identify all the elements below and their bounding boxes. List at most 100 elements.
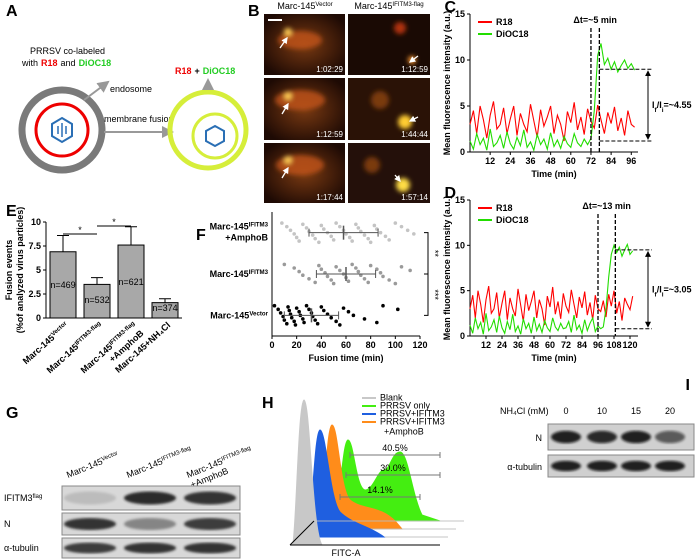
x-tick-label: 120 — [622, 340, 637, 350]
row-label: Marc-145Vector — [210, 310, 268, 321]
point — [362, 317, 367, 321]
row-label: α-tubulin — [507, 462, 542, 472]
timestamp: 1:02:29 — [316, 65, 343, 74]
series-line — [469, 43, 636, 153]
point — [338, 224, 342, 229]
gate — [345, 472, 441, 478]
point — [387, 278, 391, 282]
point — [354, 222, 358, 227]
row-label-line2: +AmphoB — [225, 232, 268, 242]
concentration: 15 — [631, 406, 641, 416]
point — [285, 321, 289, 326]
row-label-sup: flag — [33, 493, 43, 500]
panel-label: B — [248, 3, 260, 20]
band — [587, 430, 617, 444]
significance-bracket — [424, 273, 429, 316]
band — [551, 460, 581, 472]
column-header-sup: IFITM3-flag — [392, 1, 423, 8]
row-label-base: N — [4, 519, 11, 529]
a-plus: + — [195, 66, 200, 76]
point — [381, 274, 385, 279]
legend-label: Blank — [380, 393, 403, 403]
point — [302, 320, 306, 325]
x-axis-label: Fusion time (min) — [309, 353, 384, 363]
point — [381, 303, 385, 308]
significance: * — [112, 217, 116, 227]
x-tick-label: 24 — [505, 156, 515, 166]
point — [387, 238, 391, 242]
panel-label: H — [262, 395, 274, 412]
virus-icon — [51, 116, 73, 144]
row-label-base: α-tubulin — [4, 543, 39, 553]
gate-label: 14.1% — [367, 485, 393, 495]
row-label: Marc-145IFITM3 +AmphoB — [210, 221, 269, 242]
lane-label-sup: Vector — [100, 449, 119, 462]
point — [287, 308, 292, 313]
point — [301, 317, 305, 321]
band — [124, 518, 176, 530]
band — [621, 460, 651, 472]
panel-label: G — [6, 405, 18, 422]
x-tick-label-sup: Vector — [49, 319, 68, 337]
legend-label: PRRSV+IFITM3 — [380, 409, 445, 419]
legend-name: PRRSV+IFITM3 — [380, 409, 445, 419]
column-header: Marc-145Vector — [277, 1, 332, 12]
legend-label: R18 — [496, 17, 513, 27]
endosome-circle — [18, 86, 106, 174]
a-and: and — [61, 58, 76, 68]
y-axis-label: Fusion events — [4, 240, 14, 301]
y-axis-label: Mean fluorescence intensity (a.u.) — [442, 11, 452, 156]
panel-label: A — [6, 3, 18, 20]
point — [362, 233, 367, 237]
error-bar — [125, 226, 137, 246]
band — [655, 430, 685, 444]
point — [304, 303, 309, 308]
point — [294, 306, 299, 310]
histogram-curve — [329, 439, 441, 522]
ratio-part: =~4.55 — [664, 100, 692, 110]
point — [313, 280, 317, 285]
point — [292, 266, 297, 270]
concentration: 0 — [563, 406, 568, 416]
ratio-part: f — [655, 291, 658, 298]
timestamp: 1:12:59 — [316, 130, 343, 139]
point — [372, 223, 377, 228]
blot-title: NH₄Cl (mM) — [500, 406, 549, 416]
point — [366, 236, 371, 241]
point — [331, 238, 336, 242]
x-tick-label: 100 — [388, 340, 403, 350]
row-label: α-tubulin — [4, 543, 39, 553]
x-tick-label: 84 — [577, 340, 587, 350]
panel-a: A PRRSV co-labeled with R18 and DiOC18 endo… — [6, 3, 249, 174]
panel-b: B — [248, 3, 430, 203]
y-tick-label: 10 — [455, 240, 465, 250]
column-header-base: Marc-145 — [277, 1, 315, 11]
legend-name: Blank — [380, 393, 403, 403]
legend-name: PRRSV+IFITM3 — [380, 417, 445, 427]
ratio-part: I — [652, 100, 655, 110]
point — [346, 309, 351, 314]
a-text: endosome — [110, 84, 152, 94]
significance-bracket — [424, 232, 429, 275]
point — [412, 232, 416, 236]
point — [368, 240, 373, 245]
x-tick-label: 20 — [292, 340, 302, 350]
legend-label: DiOC18 — [496, 29, 529, 39]
a-text: with R18 and DiOC18 — [21, 58, 111, 68]
series-line — [469, 242, 634, 336]
band — [124, 542, 176, 554]
y-tick-label: 10 — [455, 55, 465, 65]
point — [304, 226, 309, 230]
timestamp: 1:57:14 — [401, 193, 428, 202]
gate-label: 30.0% — [380, 463, 406, 473]
point — [329, 278, 334, 282]
row-label: Marc-145IFITM3 — [210, 269, 269, 280]
y-tick-label: 0 — [460, 147, 465, 157]
fused-circle — [191, 112, 239, 160]
point — [375, 320, 379, 325]
point — [292, 319, 297, 324]
a-r18: R18 — [175, 66, 192, 76]
point — [317, 240, 321, 245]
